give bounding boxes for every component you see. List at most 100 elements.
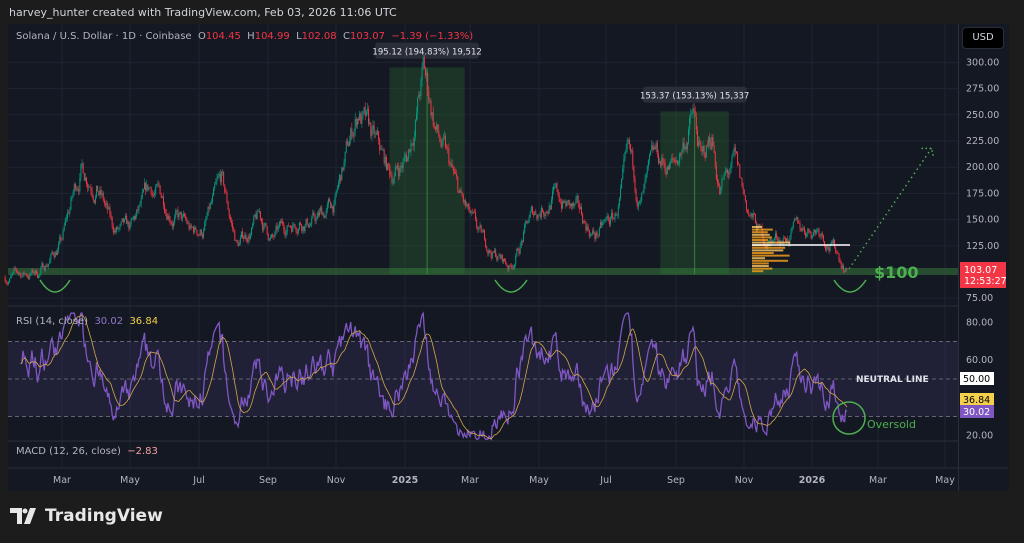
candle bbox=[607, 215, 609, 221]
candle bbox=[257, 211, 259, 213]
candle bbox=[268, 238, 270, 241]
symbol-legend: Solana / U.S. Dollar · 1D · Coinbase O10… bbox=[16, 31, 473, 42]
candle bbox=[262, 221, 264, 231]
candle bbox=[472, 211, 474, 213]
candle bbox=[646, 166, 648, 174]
last-price: 103.07 bbox=[964, 265, 997, 276]
candle bbox=[705, 145, 707, 158]
candle bbox=[119, 225, 121, 229]
candle bbox=[584, 221, 586, 223]
candle bbox=[675, 160, 677, 163]
candle bbox=[514, 264, 516, 268]
candle bbox=[834, 239, 836, 248]
candle bbox=[132, 216, 134, 219]
candle bbox=[459, 190, 461, 193]
candle bbox=[635, 190, 637, 201]
candle bbox=[724, 171, 726, 174]
candle bbox=[509, 265, 511, 266]
candle bbox=[358, 119, 360, 121]
candle bbox=[195, 227, 197, 230]
candle bbox=[306, 218, 308, 224]
tradingview-logo[interactable]: TradingView bbox=[10, 506, 163, 526]
candle bbox=[55, 252, 57, 256]
candle bbox=[840, 262, 842, 269]
candle bbox=[526, 220, 528, 224]
candle bbox=[433, 125, 435, 127]
candle bbox=[809, 230, 811, 233]
candle bbox=[640, 200, 642, 202]
candle bbox=[42, 263, 44, 268]
candle bbox=[269, 237, 271, 239]
candle bbox=[123, 219, 125, 223]
candle bbox=[813, 230, 815, 232]
candle bbox=[45, 265, 47, 267]
candle bbox=[206, 215, 208, 219]
candle bbox=[504, 258, 506, 261]
candle bbox=[248, 236, 250, 239]
candle bbox=[836, 251, 838, 253]
candle bbox=[495, 249, 497, 257]
candle bbox=[4, 277, 6, 282]
candle bbox=[18, 272, 20, 274]
currency-button[interactable]: USD bbox=[962, 27, 1004, 49]
candle bbox=[717, 179, 719, 184]
chart-pane[interactable] bbox=[8, 24, 958, 491]
rsi-tick-label: 80.00 bbox=[966, 318, 993, 329]
candle bbox=[631, 150, 633, 152]
candle bbox=[336, 187, 338, 191]
candle bbox=[259, 211, 261, 219]
candle bbox=[330, 201, 332, 209]
candle bbox=[249, 234, 251, 239]
candle bbox=[789, 236, 791, 245]
candle bbox=[786, 238, 788, 243]
volume-profile-bar bbox=[752, 259, 789, 262]
high-label: H bbox=[247, 31, 255, 42]
candle bbox=[9, 278, 11, 283]
candle bbox=[465, 200, 467, 206]
candle bbox=[116, 227, 118, 232]
candle bbox=[341, 167, 343, 181]
candle bbox=[121, 218, 123, 222]
candle bbox=[614, 213, 616, 220]
candle bbox=[141, 192, 143, 199]
candle bbox=[538, 214, 540, 216]
price-tick-label: 175.00 bbox=[966, 188, 999, 199]
candle bbox=[207, 206, 209, 216]
candle bbox=[444, 136, 446, 148]
candle bbox=[176, 210, 178, 212]
candle bbox=[111, 217, 113, 227]
candle bbox=[54, 252, 56, 258]
candle bbox=[802, 227, 804, 229]
candle bbox=[210, 202, 212, 204]
candle bbox=[806, 234, 808, 237]
candle bbox=[554, 186, 556, 188]
candle bbox=[547, 212, 549, 214]
candle bbox=[422, 57, 424, 67]
candle bbox=[174, 217, 176, 223]
candle bbox=[785, 238, 787, 243]
candle bbox=[177, 210, 179, 218]
candle bbox=[33, 272, 35, 274]
candle bbox=[253, 216, 255, 224]
price-tick-label: 300.00 bbox=[966, 57, 999, 68]
candle bbox=[419, 94, 421, 96]
candle bbox=[487, 250, 489, 254]
candle bbox=[528, 217, 530, 223]
candle bbox=[734, 147, 736, 152]
time-tick-label: May bbox=[120, 475, 140, 486]
candle bbox=[516, 248, 518, 257]
candle bbox=[193, 226, 195, 233]
candle bbox=[264, 223, 266, 226]
candle bbox=[113, 230, 115, 233]
candle bbox=[157, 183, 159, 185]
candle bbox=[84, 177, 86, 181]
candle bbox=[564, 201, 566, 203]
candle bbox=[752, 213, 754, 218]
candle bbox=[275, 225, 277, 232]
candle bbox=[499, 255, 501, 259]
candle bbox=[694, 110, 696, 117]
candle bbox=[582, 214, 584, 224]
candle bbox=[326, 204, 328, 211]
candle bbox=[540, 208, 542, 218]
